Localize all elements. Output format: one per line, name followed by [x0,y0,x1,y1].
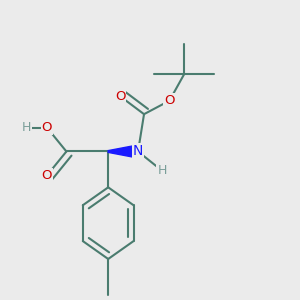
Text: O: O [164,94,175,107]
Text: H: H [157,164,167,177]
Text: O: O [115,90,125,103]
Polygon shape [108,145,138,158]
Text: N: N [133,145,143,158]
Text: O: O [42,121,52,134]
Text: O: O [42,169,52,182]
Text: H: H [21,121,31,134]
